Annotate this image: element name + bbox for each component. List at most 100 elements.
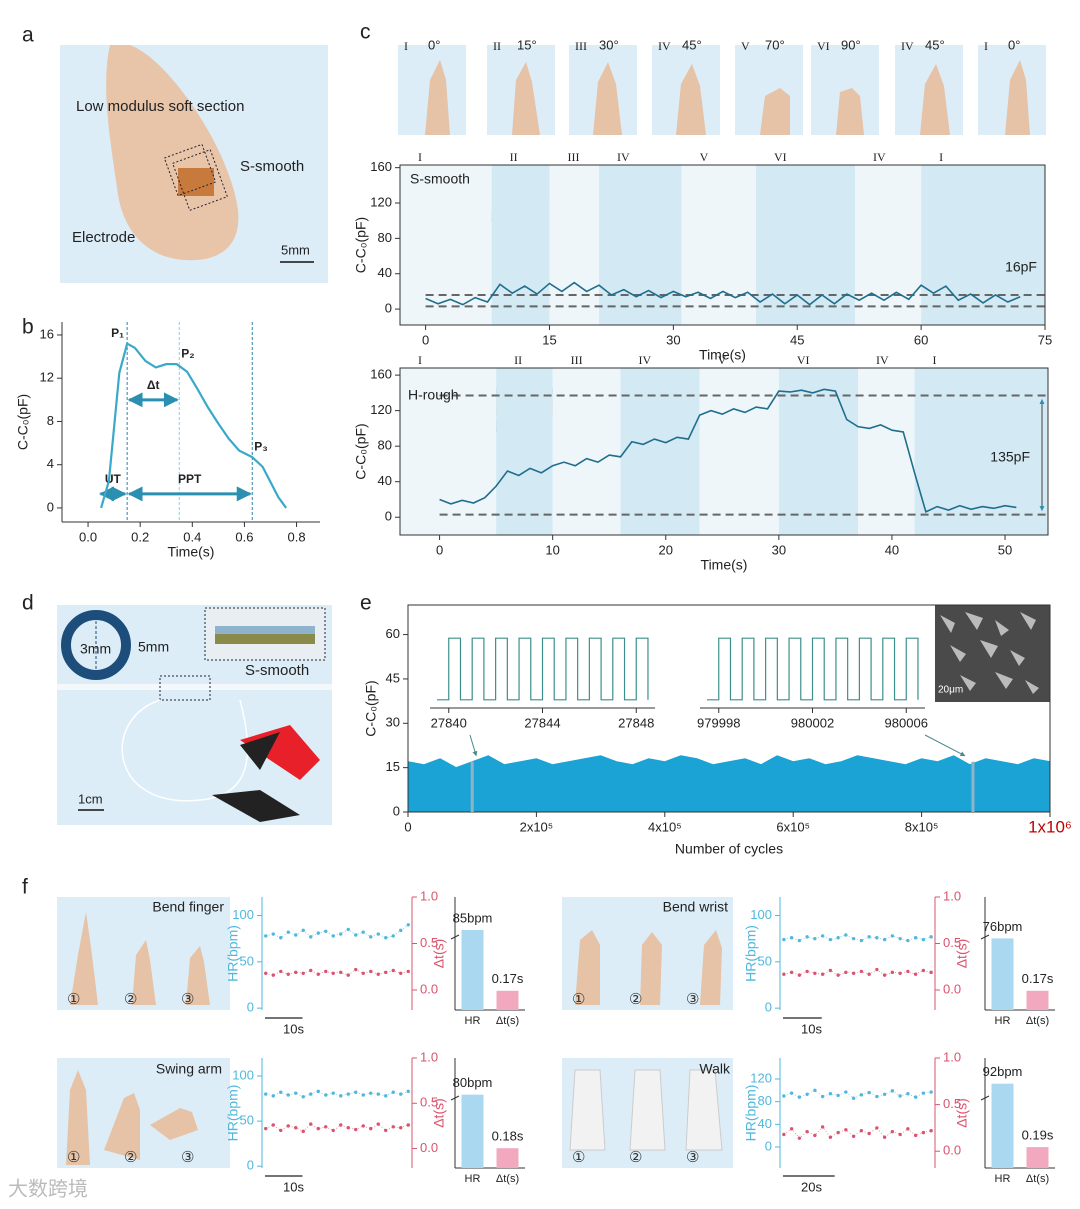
y-axis-label: HR(bpm) [743, 925, 759, 982]
data-point [331, 1128, 335, 1133]
photo-title: Swing arm [156, 1061, 222, 1077]
data-point [384, 970, 388, 975]
data-point [898, 971, 902, 975]
data-point [406, 1123, 410, 1127]
stage-band [599, 165, 682, 325]
interval-label: Δt [147, 378, 160, 392]
y-tick-label: 160 [370, 159, 392, 174]
y-tick-label: 60 [386, 626, 400, 641]
data-point [339, 1123, 343, 1127]
data-point [921, 968, 926, 973]
photos-f [57, 897, 733, 1168]
plot-frame [399, 164, 1046, 326]
data-point [339, 932, 343, 936]
y-tick-label: 8 [47, 413, 54, 428]
x-tick-label: 0.8 [288, 529, 306, 544]
data-point [782, 972, 786, 976]
y-tick-label: 16 [40, 326, 54, 341]
axis-break [980, 1095, 990, 1101]
data-point [309, 935, 313, 939]
data-point [929, 1129, 933, 1133]
data-point [820, 1125, 825, 1129]
stage-band [921, 165, 1045, 325]
data-point [339, 1094, 343, 1098]
data-point [324, 1125, 328, 1129]
angle-label: 0° [428, 37, 440, 52]
y-tick-label: 50 [758, 953, 772, 968]
data-point [898, 1132, 902, 1137]
data-point [820, 1094, 825, 1099]
photo-title: Bend finger [152, 899, 224, 915]
hands [425, 60, 1030, 135]
inset-signal [437, 637, 649, 701]
data-point [286, 930, 290, 934]
stage-label: IV [876, 353, 889, 367]
value-label: 80bpm [453, 1075, 493, 1090]
data-point [820, 934, 825, 938]
data-point [820, 972, 825, 976]
data-point [294, 933, 298, 937]
data-point [913, 936, 918, 940]
data-point [913, 1133, 918, 1138]
y-tick-label: 120 [750, 1070, 772, 1085]
y-tick-label: 0 [247, 1000, 254, 1015]
y-tick-label: 50 [240, 1113, 254, 1128]
data-point [890, 1129, 895, 1134]
bar [991, 1083, 1014, 1168]
data-point [271, 932, 275, 936]
panel-label: b [22, 316, 34, 339]
annotation: 135pF [990, 449, 1030, 465]
data-point [399, 1126, 403, 1130]
photo-label: 3mm [80, 641, 111, 657]
y-tick-label: 0 [247, 1158, 254, 1173]
stage-band [549, 165, 600, 325]
step-number: ② [629, 1149, 642, 1166]
angle-label: 0° [1008, 37, 1020, 52]
data-point [906, 1127, 910, 1131]
stage-label: I [418, 150, 422, 164]
data-point [906, 938, 910, 943]
data-point [813, 1133, 817, 1138]
y-tick-label: 0 [393, 803, 400, 818]
stage-label: I [933, 353, 937, 367]
data-point [844, 1090, 848, 1094]
stage-band [699, 368, 779, 535]
angle-photos [398, 45, 1046, 135]
data-point [316, 972, 320, 976]
stage-label: III [571, 353, 583, 367]
plot-frame [407, 604, 1051, 813]
data-point [836, 973, 840, 977]
data-point [813, 1088, 817, 1093]
axis-break [450, 934, 460, 940]
stage-label: V [741, 39, 750, 53]
data-point [346, 1126, 350, 1130]
y-tick-label: 100 [232, 1067, 254, 1082]
y-tick-label: 0.0 [943, 981, 961, 996]
data-point [286, 972, 290, 976]
step-number: ③ [181, 991, 194, 1008]
y-tick-label: 40 [378, 265, 392, 280]
cycle-area [407, 755, 1051, 813]
data-point [867, 1131, 871, 1136]
stage-label: II [510, 150, 518, 164]
data-point [286, 1093, 290, 1097]
data-point [309, 1092, 313, 1096]
panel-label: a [22, 24, 34, 47]
data-point [851, 936, 856, 941]
data-point [875, 967, 879, 972]
value-label: 0.19s [1022, 1128, 1054, 1143]
stage-label: II [493, 39, 501, 53]
x-axis-label: Time(s) [701, 557, 748, 573]
data-point [271, 1094, 275, 1098]
stage-label: I [984, 39, 988, 53]
data-point [354, 967, 358, 972]
axis-break [980, 934, 990, 940]
step-number: ① [67, 1149, 80, 1166]
value-label: 85bpm [453, 910, 493, 925]
x-tick-label: Δt(s) [1026, 1015, 1049, 1027]
annotation: H-rough [408, 387, 459, 403]
bar [991, 938, 1014, 1010]
data-point [890, 934, 895, 938]
data-point [890, 970, 895, 975]
